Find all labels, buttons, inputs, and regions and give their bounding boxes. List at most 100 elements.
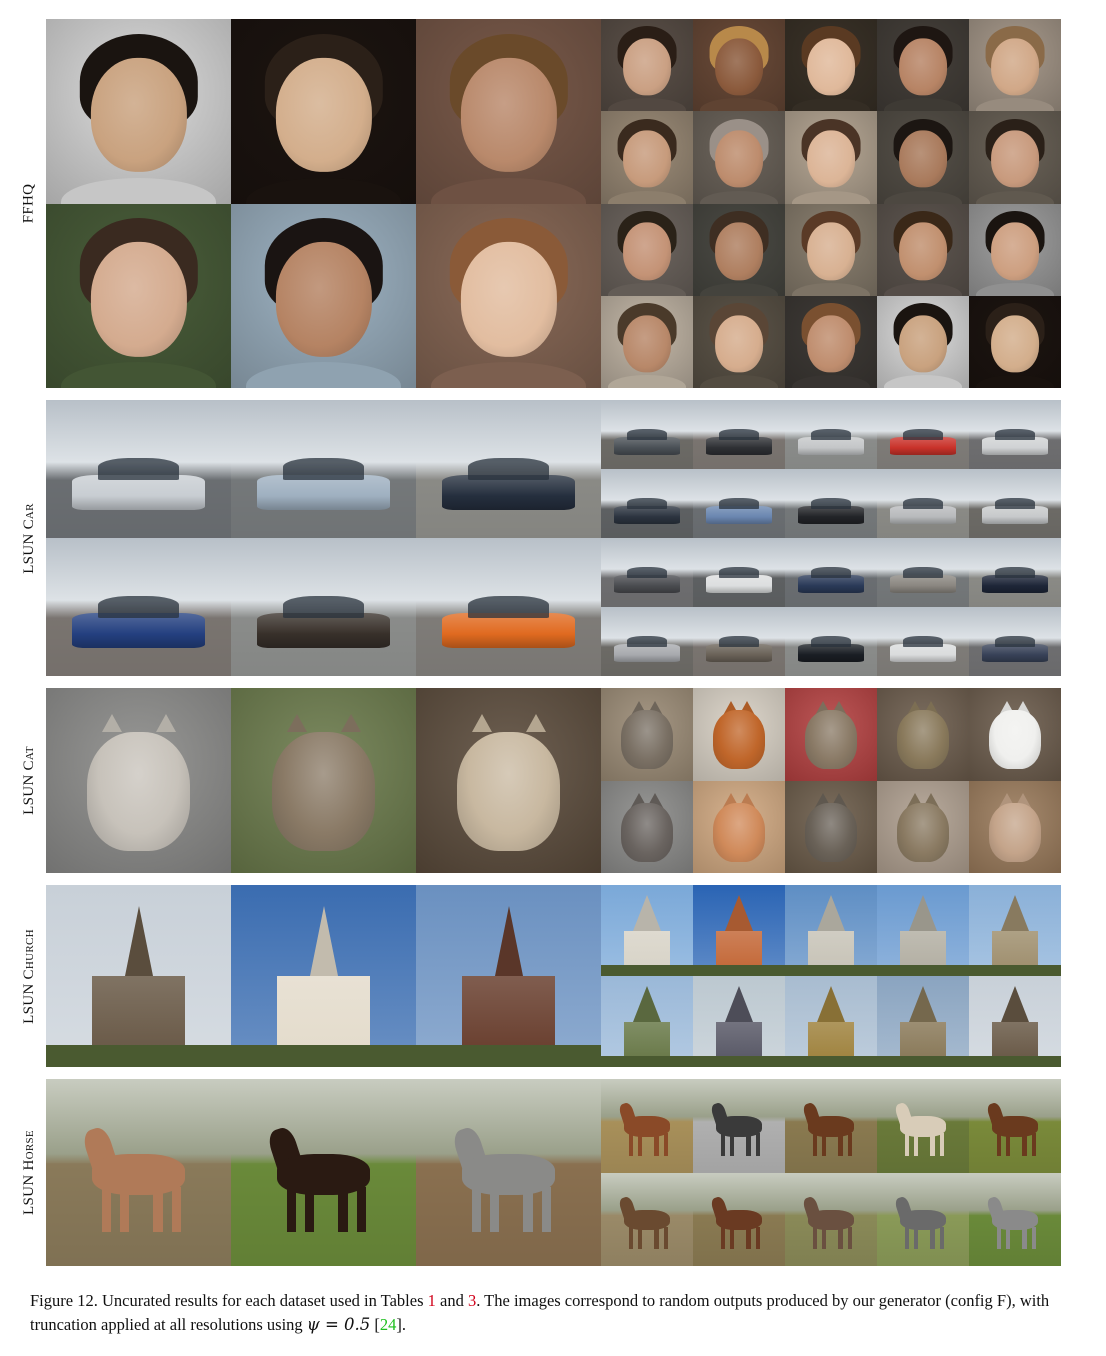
church-sample-image <box>693 976 785 1067</box>
horse-leg <box>755 1226 761 1250</box>
config-name: F <box>996 1291 1007 1310</box>
horse-body <box>624 1209 670 1231</box>
horse-sample-image <box>601 1079 693 1173</box>
section-cat: LSUN Cat <box>21 688 1063 873</box>
car-body <box>71 612 206 649</box>
church-building <box>900 930 946 967</box>
car-windows <box>718 498 760 510</box>
horse-leg <box>812 1133 818 1156</box>
cat-sample-image <box>693 688 785 781</box>
car-windows <box>626 636 668 648</box>
cat <box>989 802 1041 862</box>
horse-sample-image <box>693 1172 785 1266</box>
section-ffhq: FFHQ <box>21 19 1063 388</box>
car-windows <box>718 636 760 648</box>
section-label-car: LSUN Car <box>14 400 44 676</box>
car-sample-image <box>46 400 231 538</box>
car-windows <box>626 498 668 510</box>
car-windows <box>467 595 550 619</box>
ground <box>785 1056 877 1067</box>
car-sample-image <box>969 469 1061 538</box>
horse-leg <box>305 1187 315 1233</box>
horse-leg <box>720 1133 726 1156</box>
ffhq-sample-image <box>46 203 231 388</box>
section-label-text: LSUN Church <box>20 928 37 1024</box>
cat-sample-image <box>46 688 231 873</box>
car-body <box>889 437 957 456</box>
ffhq-sample-image <box>231 203 416 388</box>
car-sample-image <box>969 400 1061 469</box>
cat-sample-image <box>877 780 969 873</box>
figure-caption: Figure 12. Uncurated results for each da… <box>30 1289 1080 1337</box>
shoulders <box>700 375 778 388</box>
car-windows <box>994 498 1036 510</box>
church-spire <box>909 985 937 1022</box>
ground <box>416 1045 601 1067</box>
section-label-cat: LSUN Cat <box>14 688 44 873</box>
cat <box>271 732 376 851</box>
car-sample-image <box>693 607 785 676</box>
car-windows <box>718 429 760 441</box>
ffhq-sample-image <box>601 295 693 388</box>
table-ref-1[interactable]: 1 <box>427 1291 436 1310</box>
shoulders <box>700 98 778 112</box>
section-car: LSUN Car <box>21 400 1063 676</box>
car-body <box>256 474 391 511</box>
cat <box>897 802 949 862</box>
car-sample-image <box>877 607 969 676</box>
church-spire <box>494 906 523 976</box>
horse-sample-image <box>231 1079 416 1266</box>
car-sample-image <box>693 538 785 607</box>
ffhq-sample-image <box>785 203 877 296</box>
ground <box>785 965 877 976</box>
table-ref-3[interactable]: 3 <box>467 1291 477 1310</box>
horse-body <box>716 1116 762 1137</box>
ffhq-sample-image <box>785 111 877 204</box>
car-windows <box>994 567 1036 579</box>
church-spire <box>817 985 845 1022</box>
citation-24[interactable]: 24 <box>379 1315 397 1334</box>
shoulders <box>792 190 870 204</box>
church-sample-image <box>601 976 693 1067</box>
shoulders <box>608 375 686 388</box>
ffhq-sample-image <box>693 203 785 296</box>
ground <box>877 1056 969 1067</box>
cat-sample-image <box>231 688 416 873</box>
car-sample-image <box>785 469 877 538</box>
car-sample-image <box>601 607 693 676</box>
horse-sample-image <box>877 1172 969 1266</box>
horse-leg <box>471 1187 481 1233</box>
car-sample-image <box>693 400 785 469</box>
horse-leg <box>1031 1226 1037 1250</box>
car-body <box>797 437 865 456</box>
horse-leg <box>913 1226 919 1250</box>
car-body <box>441 474 576 511</box>
face <box>899 222 947 281</box>
cat <box>897 710 949 770</box>
ffhq-sample-image <box>969 203 1061 296</box>
horse-sample-image <box>969 1172 1061 1266</box>
ffhq-sample-image <box>877 203 969 296</box>
car-sample-image <box>877 469 969 538</box>
car-body <box>705 575 773 594</box>
face <box>90 242 187 357</box>
shoulders <box>430 362 587 388</box>
horse-leg <box>821 1133 827 1156</box>
horse-leg <box>838 1226 843 1250</box>
shoulders <box>884 98 962 112</box>
church-sample-image <box>693 885 785 976</box>
horse-leg <box>490 1187 500 1233</box>
horse-sample-image <box>693 1079 785 1173</box>
car-body <box>613 506 681 525</box>
car-windows <box>994 636 1036 648</box>
horse-leg <box>904 1226 910 1250</box>
horse-body <box>624 1116 670 1137</box>
ffhq-sample-image <box>693 295 785 388</box>
car-windows <box>902 636 944 648</box>
horse-body <box>900 1209 946 1231</box>
car-body <box>613 437 681 456</box>
church-sample-image <box>785 976 877 1067</box>
cat-ear <box>471 713 492 732</box>
car-windows <box>97 595 180 619</box>
horse-leg <box>996 1133 1002 1156</box>
